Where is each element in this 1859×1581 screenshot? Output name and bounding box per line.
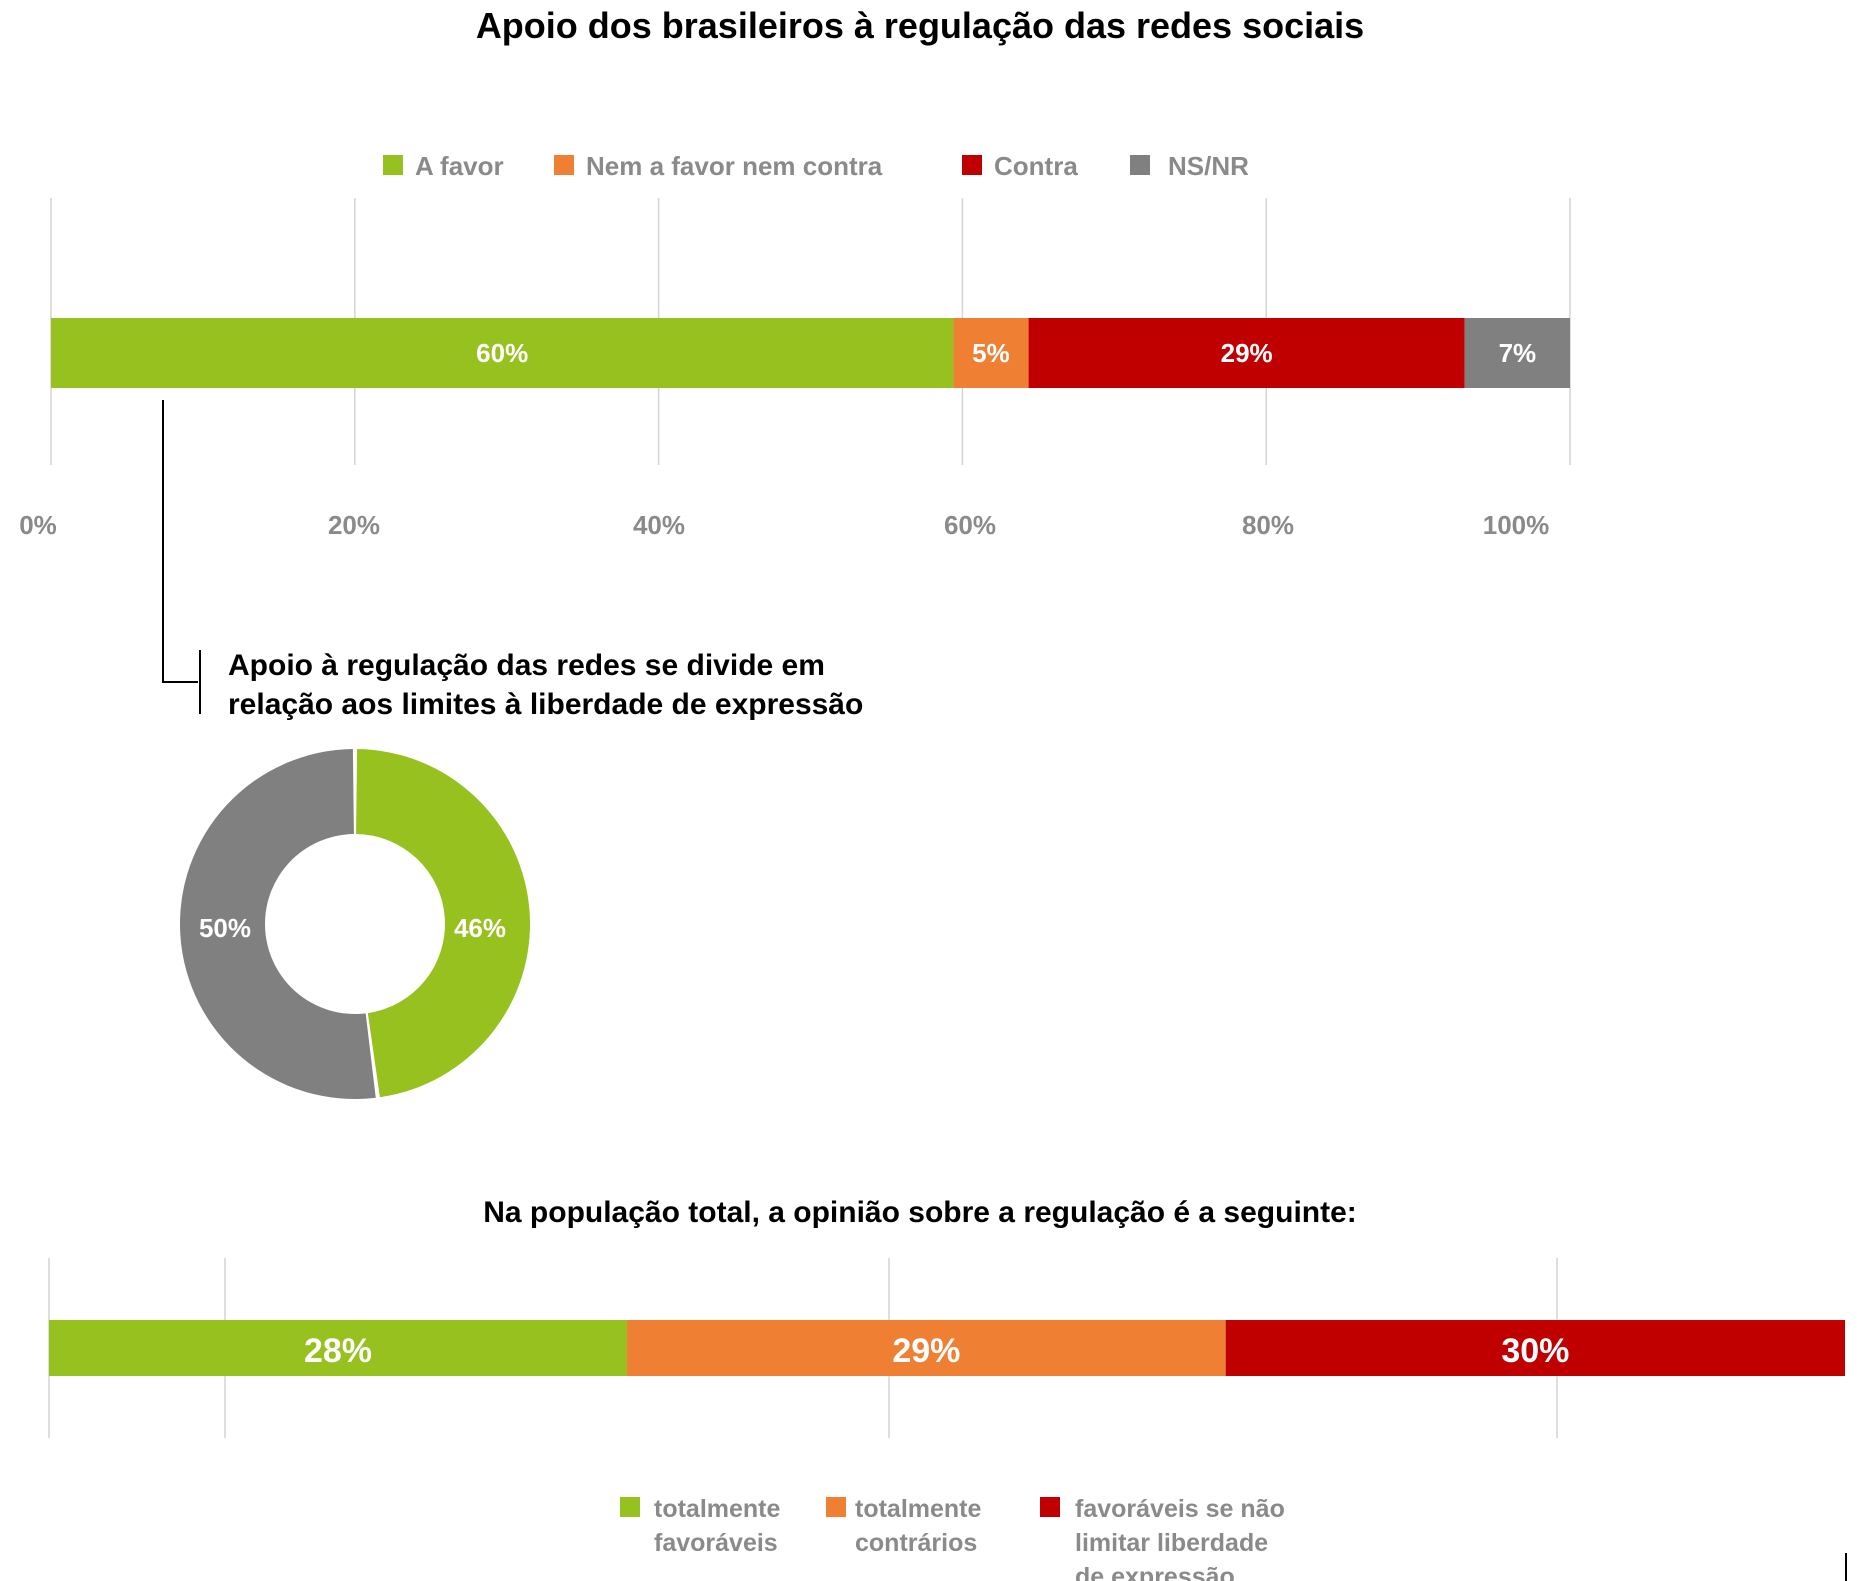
donut-slice-2 <box>179 749 376 1099</box>
chart-1-title: Apoio dos brasileiros à regulação das re… <box>476 5 1364 46</box>
connector-line <box>162 400 198 683</box>
bar-label-1: 60% <box>476 338 528 368</box>
x-tick-label-80: 80% <box>1242 510 1294 540</box>
bar-segment-3 <box>1028 318 1465 388</box>
legend-label-4: NS/NR <box>1168 151 1249 181</box>
donut-slice-1 <box>356 749 531 1098</box>
chart-3-legend-label-3-line-3: de expressão <box>1075 1563 1235 1581</box>
chart-3-bar-segment-1 <box>49 1320 628 1376</box>
chart-3-legend-swatch-2 <box>826 1497 846 1517</box>
x-tick-label-20: 20% <box>328 510 380 540</box>
donut-label-1: 46% <box>454 913 506 943</box>
bar-label-3: 29% <box>1221 338 1273 368</box>
x-tick-label-0: 0% <box>19 510 57 540</box>
bar-segment-1 <box>51 318 954 388</box>
donut-title-line-1: Apoio à regulação das redes se divide em <box>228 649 825 682</box>
chart-3-bar-segment-2 <box>627 1320 1226 1376</box>
bar-label-2: 5% <box>972 338 1010 368</box>
chart-3-legend-label-3-line-2: limitar liberdade <box>1075 1529 1268 1557</box>
chart-3-legend-label-1-line-2: favoráveis <box>654 1529 778 1557</box>
legend-swatch-3 <box>962 155 982 175</box>
chart-3-bar-segment-3 <box>1225 1320 1845 1376</box>
legend-swatch-2 <box>554 155 574 175</box>
chart-3-bar-label-1: 28% <box>304 1332 372 1370</box>
legend-label-2: Nem a favor nem contra <box>586 151 883 181</box>
legend-label-3: Contra <box>994 151 1078 181</box>
bar-segment-4 <box>1464 318 1570 388</box>
legend-label-1: A favor <box>415 151 504 181</box>
chart-3-legend-label-2-line-2: contrários <box>855 1529 977 1557</box>
chart-3-bar-label-2: 29% <box>892 1332 960 1370</box>
chart-3-title: Na população total, a opinião sobre a re… <box>483 1196 1357 1229</box>
legend-swatch-4 <box>1130 155 1150 175</box>
legend-swatch-1 <box>383 155 403 175</box>
chart-3-legend-label-1-line-1: totalmente <box>654 1495 781 1523</box>
bar-segment-2 <box>953 318 1029 388</box>
chart-3-legend-label-2-line-1: totalmente <box>855 1495 982 1523</box>
donut-label-2: 50% <box>199 913 251 943</box>
x-tick-label-60: 60% <box>944 510 996 540</box>
donut-title-line-2: relação aos limites à liberdade de expre… <box>228 688 863 721</box>
chart-3-legend-label-3-line-1: favoráveis se não <box>1075 1495 1285 1523</box>
x-tick-label-40: 40% <box>633 510 685 540</box>
chart-3-bar-label-3: 30% <box>1501 1332 1569 1370</box>
x-tick-label-100: 100% <box>1483 510 1550 540</box>
chart-3-legend-swatch-3 <box>1040 1497 1060 1517</box>
bar-label-4: 7% <box>1499 338 1537 368</box>
chart-3-legend-swatch-1 <box>620 1497 640 1517</box>
